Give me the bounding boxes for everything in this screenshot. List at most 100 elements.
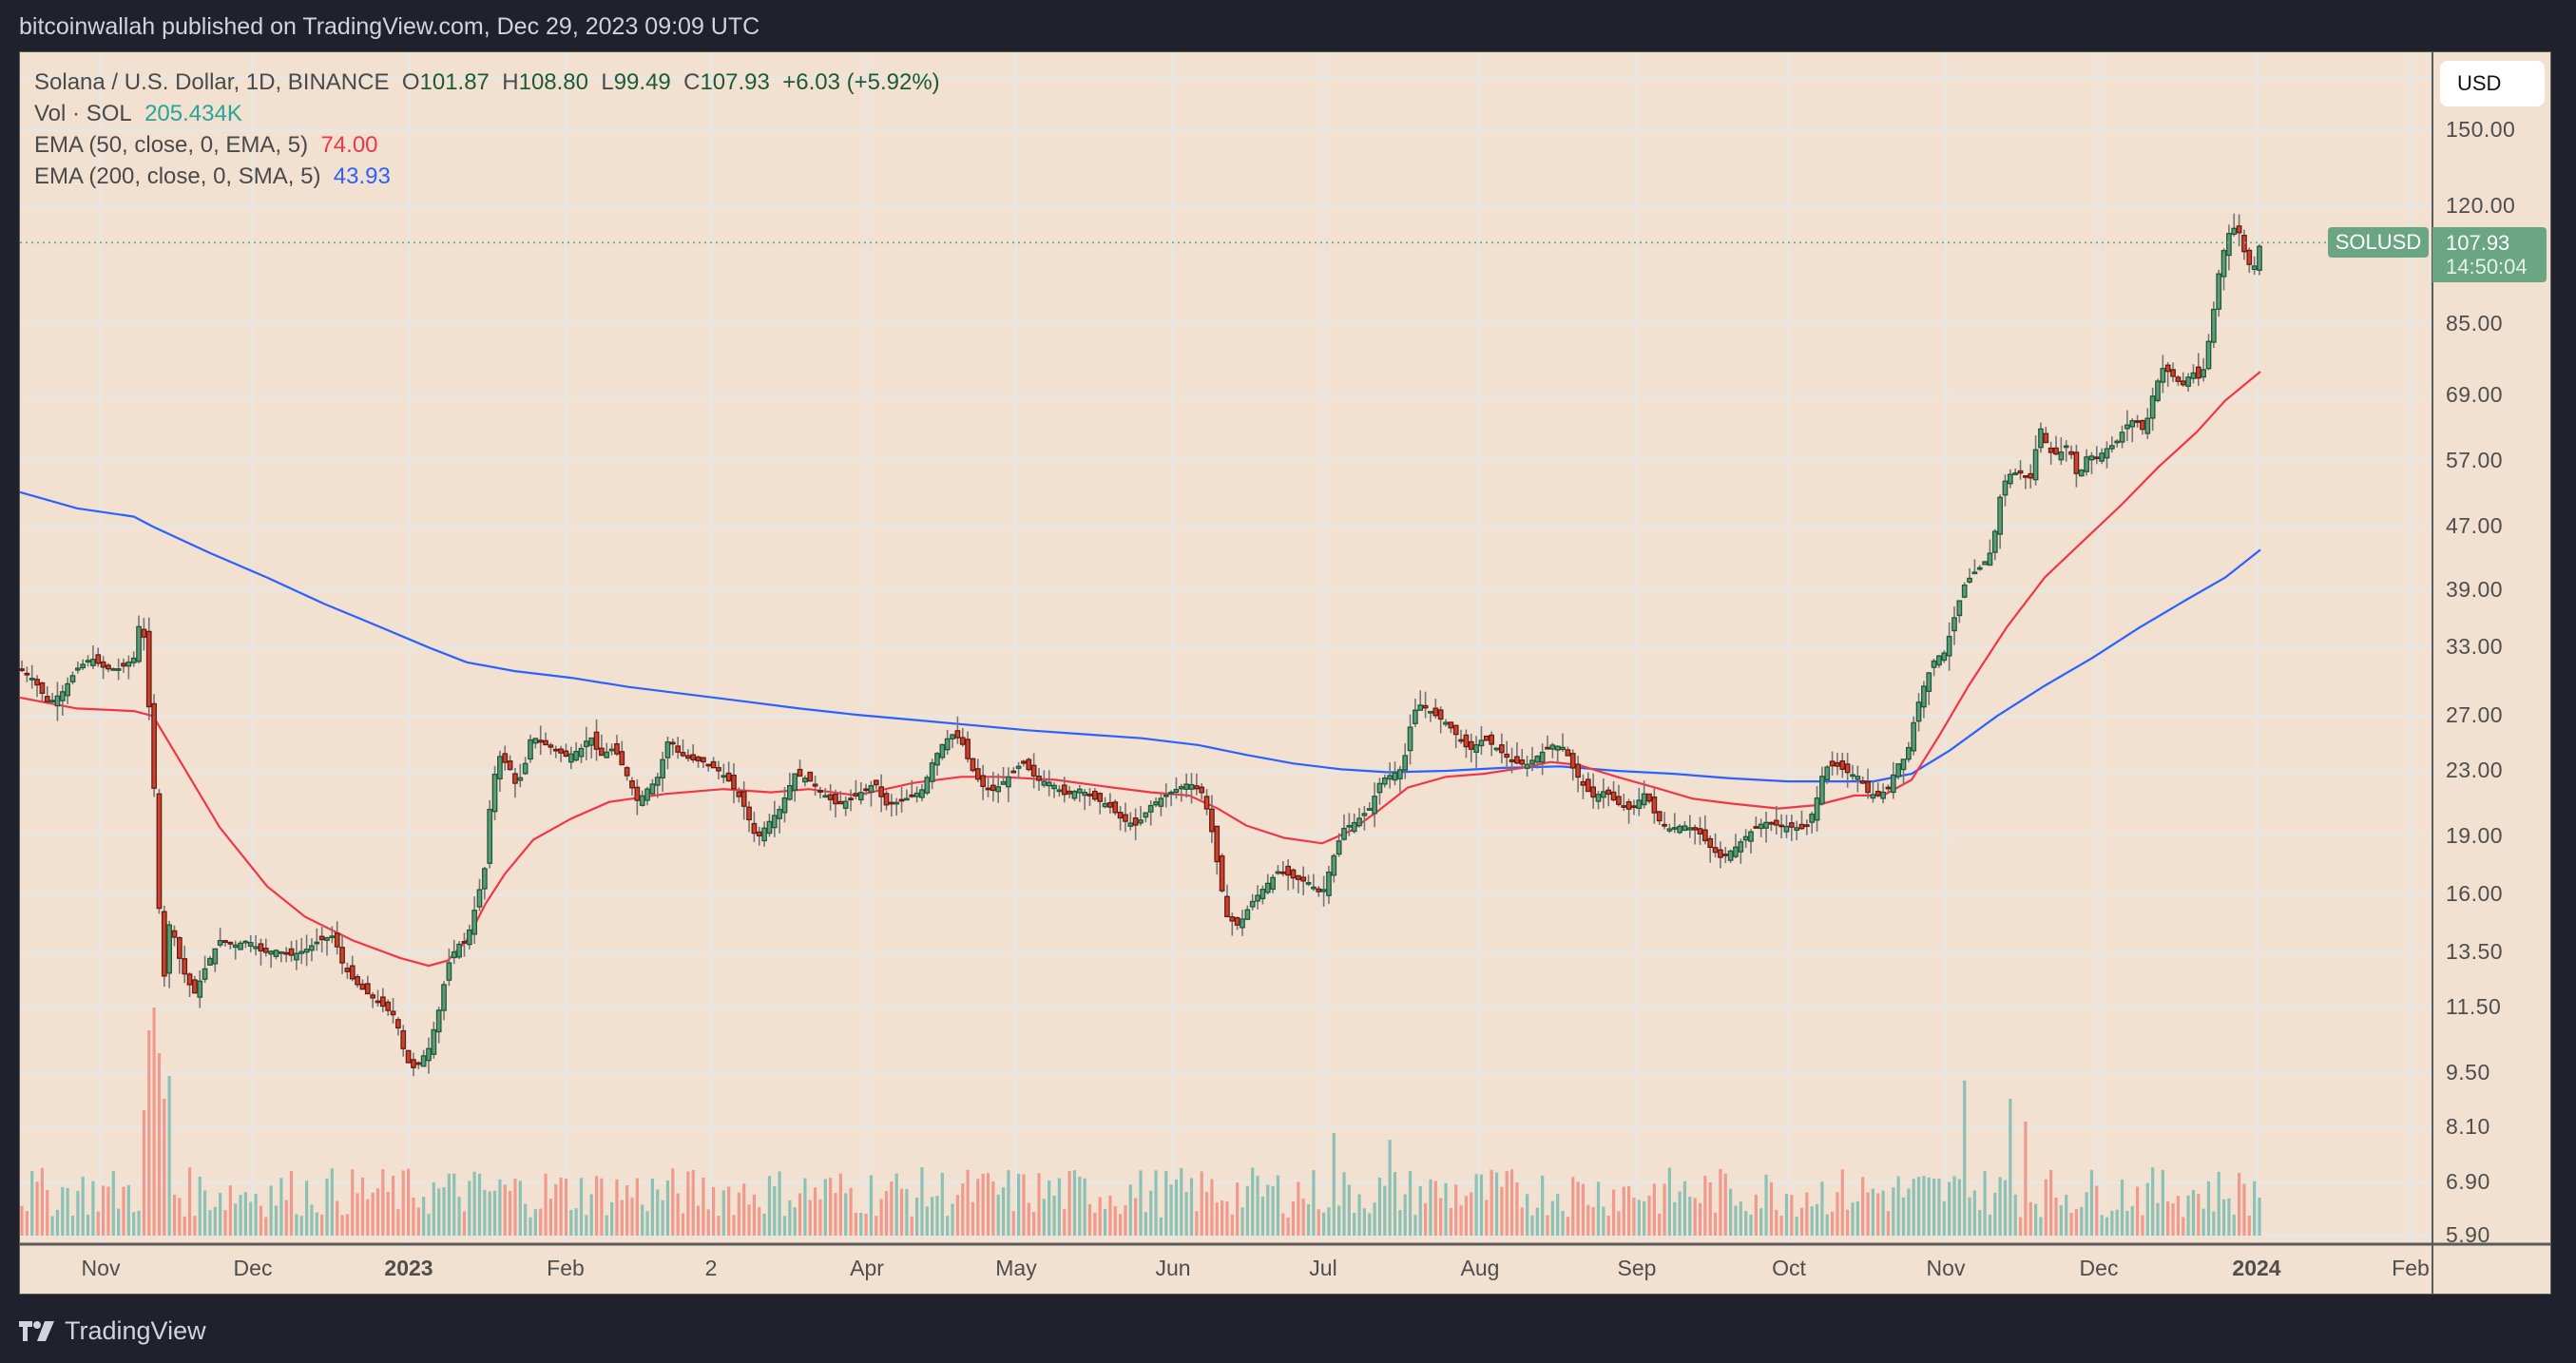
candle-body [491,773,498,813]
candle-body [1249,900,1256,908]
candle-body [2134,420,2141,423]
candle-body [29,678,35,681]
volume-bar [594,1176,599,1236]
candle-body [1722,854,1729,856]
candle-body [1402,755,1409,771]
volume-bar [864,1213,868,1236]
candle-body [1117,812,1124,819]
candle-body [151,702,157,789]
volume-bar [55,1209,60,1236]
volume-bar [1139,1170,1143,1236]
time-tick: Oct [1772,1256,1806,1280]
price-tick: 19.00 [2446,822,2504,848]
volume-bar [1204,1192,1209,1236]
volume-bar [386,1191,390,1236]
volume-bar [1509,1169,1514,1236]
volume-bar [1734,1205,1738,1236]
candle-body [833,794,838,805]
candle-body [787,784,793,800]
volume-bar [1281,1213,1285,1236]
publisher-header: bitcoinwallah published on TradingView.c… [19,13,760,40]
symbol-title[interactable]: Solana / U.S. Dollar, 1D, BINANCE [34,69,390,95]
volume-bar [2197,1194,2201,1236]
volume-bar [46,1190,49,1236]
candle-body [318,935,325,941]
candle-body [1961,585,1968,598]
candle-body [420,1055,427,1067]
volume-bar [1429,1179,1432,1236]
candle-body [537,739,544,743]
currency-button[interactable]: USD [2440,61,2545,106]
volume-bar [854,1212,857,1236]
volume-bar [492,1190,497,1236]
volume-bar [1332,1133,1336,1236]
volume-bar [762,1213,766,1236]
volume-bar [1907,1188,1911,1236]
volume-row[interactable]: Vol · SOL 205.434K [34,101,242,126]
time-tick: Nov [1926,1256,1966,1280]
volume-bar [1373,1202,1376,1236]
candle-body [669,741,676,745]
chart-panel[interactable] [19,51,2551,1295]
volume-bar [1342,1172,1346,1236]
candle-body [1976,566,1983,570]
candle-body [1203,796,1210,810]
volume-bar [422,1197,426,1236]
candle-body [2144,417,2151,434]
volume-bar [315,1212,318,1236]
volume-bar [2227,1198,2231,1236]
volume-bar [1236,1182,1240,1236]
candle-body [1264,882,1271,893]
volume-bar [991,1181,995,1236]
volume-bar [457,1197,461,1236]
candle-body [1906,746,1912,760]
candle-body [1493,747,1500,751]
volume-bar [742,1183,746,1236]
volume-bar [2186,1195,2190,1236]
volume-bar [1505,1171,1509,1236]
volume-bar [1922,1176,1926,1236]
volume-bar [1693,1198,1697,1236]
candle-body [19,668,25,671]
candle-body [2201,369,2206,378]
candle-body [1504,753,1510,758]
candle-body [588,737,595,746]
candle-body [106,664,111,670]
ema50-value: 74.00 [320,132,378,158]
candle-body [1514,756,1520,764]
candle-body [608,748,615,752]
volume-bar [899,1188,904,1236]
price-tick: 39.00 [2446,577,2504,603]
candle-body [1255,894,1260,902]
candle-body [1595,794,1602,802]
volume-bar [407,1168,411,1236]
candle-body [2246,249,2253,265]
candle-body [604,751,610,758]
volume-bar [126,1184,130,1236]
candle-body [136,625,142,662]
volume-bar [219,1192,222,1236]
volume-bar [2110,1210,2114,1236]
volume-bar [1719,1168,1722,1236]
volume-bar [1581,1183,1586,1236]
ema200-row[interactable]: EMA (200, close, 0, SMA, 5) 43.93 [34,163,391,189]
candle-body [212,948,219,965]
price-tick: 85.00 [2446,311,2504,336]
volume-bar [1291,1201,1296,1236]
ema200-value: 43.93 [333,163,391,189]
volume-bar [2089,1169,2094,1236]
volume-bar [610,1201,614,1236]
volume-bar [1200,1171,1203,1236]
volume-bar [793,1207,797,1236]
ema50-row[interactable]: EMA (50, close, 0, EMA, 5) 74.00 [34,132,378,158]
volume-bar [513,1179,517,1236]
candle-body [680,752,686,757]
volume-bar [869,1175,874,1236]
candle-body [1229,916,1236,922]
volume-bar [1063,1209,1067,1236]
tradingview-logo[interactable]: TradingView [19,1316,206,1346]
chart-legend: Solana / U.S. Dollar, 1D, BINANCE O101.8… [34,67,940,192]
volume-bar [1174,1179,1179,1236]
candle-body [716,767,721,772]
